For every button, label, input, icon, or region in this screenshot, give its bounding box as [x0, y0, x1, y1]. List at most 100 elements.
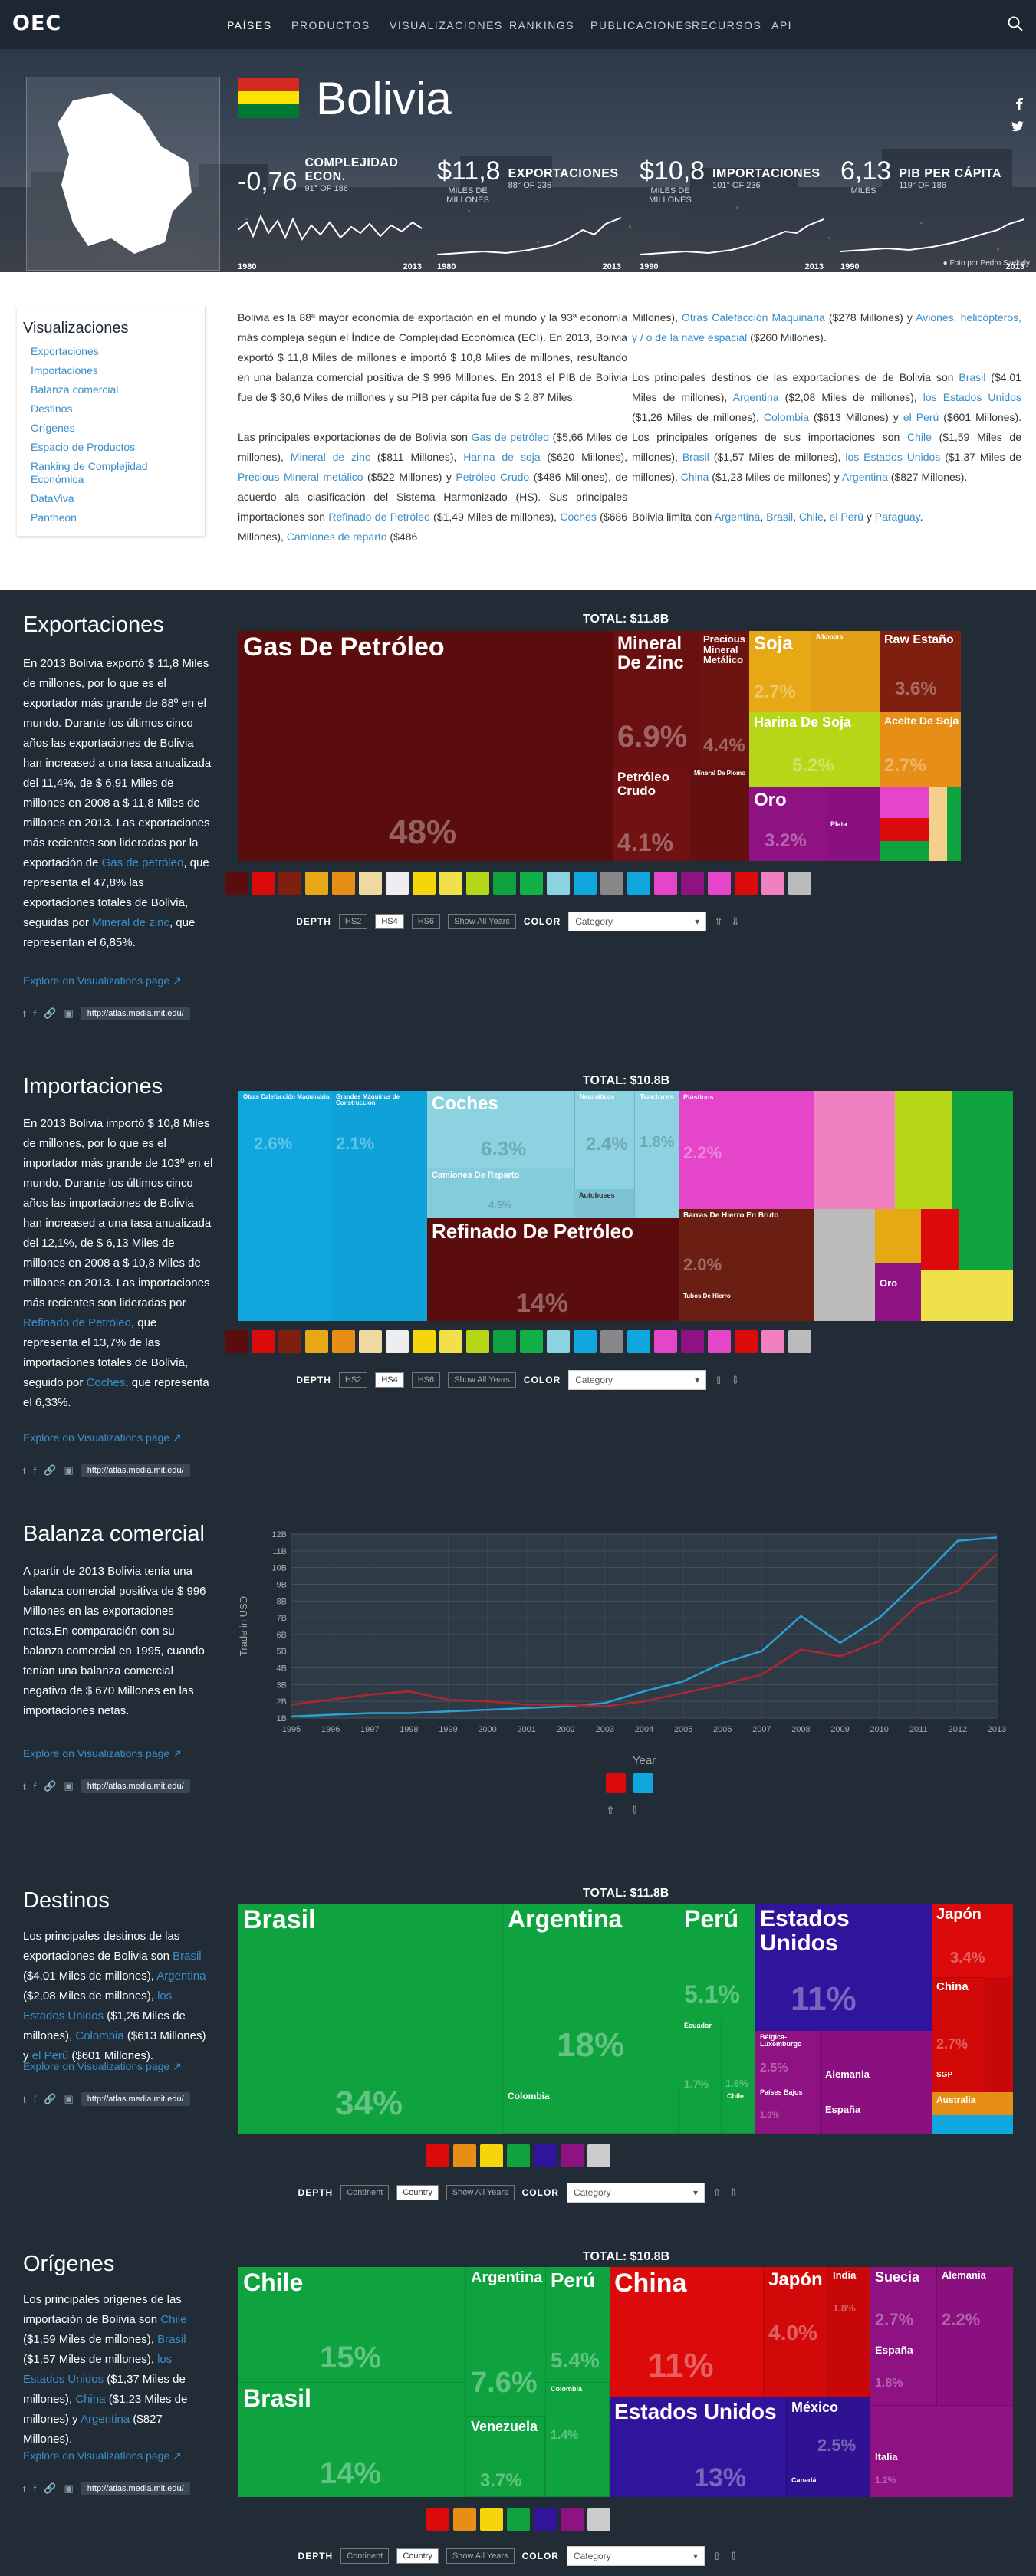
category-icon[interactable] [627, 1330, 650, 1353]
link-colombia[interactable]: Colombia [763, 411, 809, 423]
explore-exports-link[interactable]: Explore on Visualizations page ↗ [23, 974, 182, 987]
sidebar-item-exportaciones[interactable]: Exportaciones [31, 345, 99, 357]
category-icon[interactable] [547, 872, 570, 895]
twitter-icon[interactable]: t [23, 2093, 26, 2105]
facebook-icon[interactable]: f [33, 2482, 37, 2495]
continent-oceania-icon[interactable] [479, 2508, 503, 2531]
link-border-peru[interactable]: el Perú [829, 511, 863, 523]
tile-brasil-orig[interactable]: Brasil 14% [238, 2382, 465, 2497]
category-icon[interactable] [466, 872, 489, 895]
link-gas-petroleo[interactable]: Gas de petróleo [471, 431, 549, 443]
continent-africa-icon[interactable] [426, 2508, 449, 2531]
share-icon[interactable]: ⇧ [712, 2549, 722, 2562]
category-icon[interactable] [278, 872, 301, 895]
nav-item-rankings[interactable]: RANKINGS [509, 19, 575, 31]
image-icon[interactable]: ▣ [64, 1007, 74, 1019]
tile-mineral-zinc[interactable]: Mineral De Zinc 6.9% [613, 631, 699, 767]
tile-construccion[interactable]: Grandes Máquinas de Construcción 2.1% [331, 1091, 427, 1321]
show-all-years-button[interactable]: Show All Years [446, 2185, 515, 2200]
tile-coches[interactable]: Coches 6.3% [427, 1091, 574, 1168]
link-aviones[interactable]: Aviones, helicópteros, y / o de la nave … [632, 311, 1022, 343]
share-url[interactable]: http://atlas.media.mit.edu/ [81, 1464, 190, 1477]
tile-argentina-orig[interactable]: Argentina 7.6% [465, 2267, 545, 2416]
facebook-icon[interactable]: f [33, 1007, 37, 1020]
twitter-icon[interactable]: t [23, 1464, 26, 1477]
link-gas-petroleo-exp[interactable]: Gas de petróleo [101, 856, 184, 869]
image-icon[interactable]: ▣ [64, 2093, 74, 2104]
image-icon[interactable]: ▣ [64, 1464, 74, 1476]
category-icon[interactable] [386, 872, 409, 895]
category-icon[interactable] [574, 872, 597, 895]
color-select[interactable]: Category ▾ [566, 2546, 705, 2566]
download-icon[interactable]: ⇩ [630, 1804, 640, 1816]
category-icon[interactable] [627, 872, 650, 895]
tile-alemania-orig[interactable]: Alemania 2.2% [936, 2267, 1013, 2341]
link-precious-mineral[interactable]: Precious Mineral metálico [238, 471, 363, 483]
nav-item-productos[interactable]: PRODUCTOS [291, 19, 370, 31]
category-icon[interactable] [493, 1330, 516, 1353]
tile-misc-3[interactable] [880, 818, 929, 841]
legend-exports-icon[interactable] [606, 1773, 626, 1793]
tile-refinado-petroleo[interactable]: Refinado De Petróleo 14% [427, 1218, 679, 1321]
link-petroleo-crudo[interactable]: Petróleo Crudo [456, 471, 530, 483]
category-icon[interactable] [654, 1330, 677, 1353]
tile-corea[interactable] [985, 1977, 1013, 2092]
twitter-icon[interactable] [1011, 121, 1024, 132]
continent-europe-icon[interactable] [560, 2144, 584, 2167]
share-icon[interactable]: ⇧ [714, 915, 723, 928]
tile-peru-orig[interactable]: Perú 5.4% [545, 2267, 610, 2382]
tile-india[interactable]: India 1.8% [827, 2267, 870, 2397]
share-url[interactable]: http://atlas.media.mit.edu/ [81, 1779, 190, 1793]
tile-colombia[interactable]: Colombia [502, 2088, 679, 2134]
show-all-years-button[interactable]: Show All Years [446, 2548, 515, 2564]
tile-textiles[interactable] [880, 787, 929, 818]
tile-venezuela[interactable]: Venezuela 3.7% [465, 2416, 545, 2497]
category-icon[interactable] [386, 1330, 409, 1353]
tile-peru[interactable]: Perú 5.1% [679, 1904, 755, 2019]
category-icon[interactable] [520, 1330, 543, 1353]
depth-country-button[interactable]: Country [396, 2185, 439, 2200]
balance-line-chart[interactable]: 1B 2B 3B 4B 5B 6B 7B 8B 9B 10B 11B 12B 1995 1996 1997 1… [230, 1526, 1020, 1779]
link-icon[interactable]: 🔗 [44, 2482, 57, 2494]
link-icon[interactable]: 🔗 [44, 1464, 57, 1476]
tile-camiones[interactable]: Camiones De Reparto 4.5% [427, 1168, 574, 1218]
tile-calefaccion[interactable]: Otras Calefacción Maquinaria 2.6% [238, 1091, 331, 1321]
sidebar-item-balanza[interactable]: Balanza comercial [31, 383, 119, 396]
show-all-years-button[interactable]: Show All Years [448, 1372, 516, 1388]
link-dest-argentina[interactable]: Argentina [156, 1970, 206, 1983]
link-peru[interactable]: el Perú [903, 411, 939, 423]
depth-hs4-button[interactable]: HS4 [375, 1372, 404, 1388]
nav-item-publicaciones[interactable]: PUBLICACIONES [590, 19, 693, 31]
link-calefaccion[interactable]: Otras Calefacción Maquinaria [681, 311, 825, 324]
explore-imports-link[interactable]: Explore on Visualizations page ↗ [23, 1431, 182, 1444]
nav-item-recursos[interactable]: RECURSOS [692, 19, 762, 31]
link-estados-unidos[interactable]: los Estados Unidos [923, 391, 1021, 403]
category-icon[interactable] [359, 1330, 382, 1353]
depth-continent-button[interactable]: Continent [340, 2548, 390, 2564]
facebook-icon[interactable] [1015, 98, 1024, 110]
tile-chile[interactable]: Chile 1.6% [722, 2019, 755, 2134]
category-icon[interactable] [654, 872, 677, 895]
link-orig-chile[interactable]: Chile [160, 2313, 187, 2326]
sidebar-item-ranking[interactable]: Ranking de Complejidad Económica [31, 460, 148, 485]
link-border-brasil[interactable]: Brasil [766, 511, 794, 523]
continent-asia-icon[interactable] [452, 2508, 476, 2531]
category-icon[interactable] [332, 1330, 355, 1353]
nav-item-visualizaciones[interactable]: VISUALIZACIONES [390, 19, 503, 31]
tile-misc-c[interactable] [921, 1270, 1013, 1321]
continent-north-america-icon[interactable] [533, 2144, 557, 2167]
tile-gas-petroleo[interactable]: Gas De Petróleo 48% [238, 631, 613, 861]
tile-misc-4[interactable] [880, 841, 929, 861]
explore-balance-link[interactable]: Explore on Visualizations page ↗ [23, 1747, 182, 1760]
category-icon[interactable] [681, 1330, 704, 1353]
category-icon[interactable] [600, 1330, 623, 1353]
link-icon[interactable]: 🔗 [44, 1007, 57, 1019]
continent-other-icon[interactable] [587, 2508, 610, 2531]
link-argentina-origin[interactable]: Argentina [841, 471, 888, 483]
category-icon[interactable] [225, 872, 248, 895]
link-orig-china[interactable]: China [75, 2393, 106, 2406]
depth-country-button[interactable]: Country [396, 2548, 439, 2564]
sidebar-item-pantheon[interactable]: Pantheon [31, 511, 77, 524]
link-border-paraguay[interactable]: Paraguay [874, 511, 920, 523]
tile-plasticos-2[interactable] [814, 1091, 895, 1209]
